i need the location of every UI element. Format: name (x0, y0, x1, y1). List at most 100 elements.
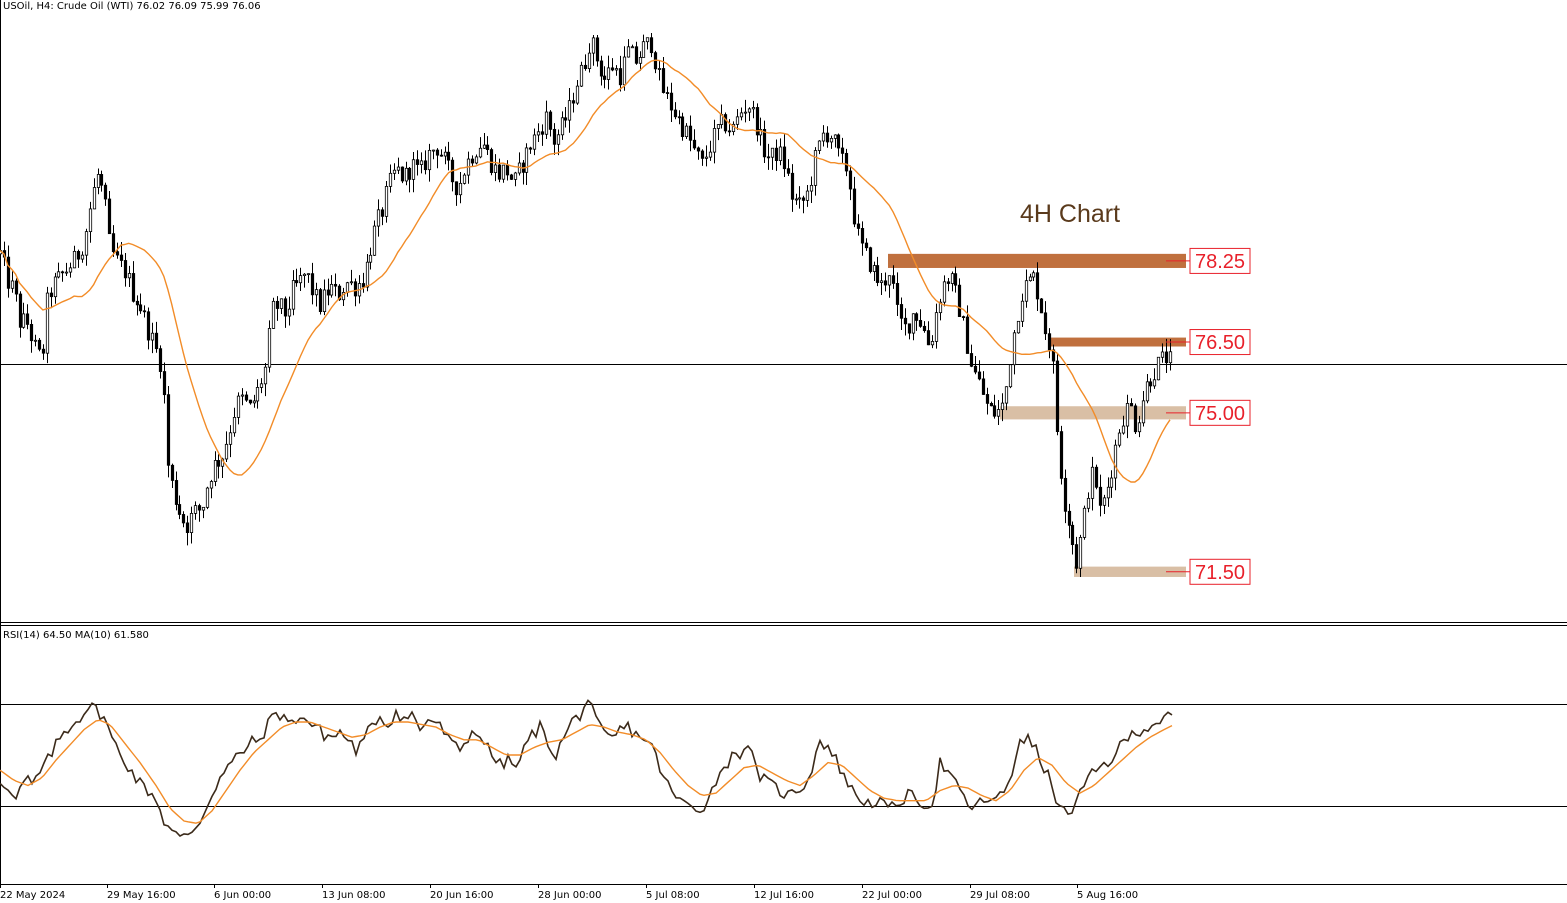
candle-body (899, 304, 904, 319)
candle-body (209, 481, 214, 489)
candle-body (131, 273, 136, 302)
candle-body (489, 149, 494, 173)
candle-body (345, 282, 350, 293)
candle-body (326, 289, 331, 296)
candle-body (29, 324, 34, 342)
candle-body (579, 64, 584, 87)
time-tick-label: 22 May 2024 (0, 890, 65, 901)
candle-body (470, 158, 475, 164)
level-labels: 78.25 76.50 75.00 71.50 (1166, 247, 1251, 585)
candle-body (64, 271, 69, 274)
candle-body (497, 164, 502, 180)
candle-body (96, 174, 101, 188)
candle-body (981, 378, 986, 395)
candle-body (762, 129, 767, 158)
candle-body (1031, 272, 1036, 278)
time-axis: 22 May 2024 29 May 16:00 6 Jun 00:00 13 Jun… (0, 884, 1138, 901)
candle-body (427, 149, 432, 171)
candle-body (1024, 280, 1029, 302)
candle-body (388, 172, 393, 187)
zone-71-50 (1074, 566, 1186, 577)
level-label-box (1189, 399, 1251, 426)
level-label: 71.50 (1195, 562, 1245, 584)
candle-body (673, 109, 678, 118)
time-tick-label: 20 Jun 16:00 (430, 890, 494, 901)
candle-body (942, 281, 947, 303)
candle-body (1094, 466, 1099, 488)
chart-annotation: 4H Chart (1020, 200, 1120, 228)
candle-body (197, 505, 202, 511)
candle-body (797, 197, 802, 200)
candle-body (969, 353, 974, 367)
candle-body (154, 332, 159, 350)
candle-body (821, 132, 826, 142)
candle-body (692, 139, 697, 149)
candle-body (431, 149, 436, 152)
candle-body (868, 247, 873, 272)
candle-body (482, 144, 487, 149)
candle-body (107, 198, 112, 235)
candle-body (638, 57, 643, 64)
candle-body (825, 132, 830, 143)
candle-body (708, 151, 713, 158)
candle-body (6, 256, 11, 289)
candle-body (201, 506, 206, 511)
candle-body (704, 156, 709, 159)
candle-body (571, 100, 576, 104)
candle-body (1016, 320, 1021, 334)
candle-body (977, 371, 982, 380)
candle-body (255, 387, 260, 402)
candle-body (411, 159, 416, 180)
candle-body (111, 233, 116, 253)
candle-body (322, 289, 327, 312)
candle-body (150, 332, 155, 341)
candle-body (552, 128, 557, 145)
candle-body (419, 160, 424, 165)
candle-body (836, 134, 841, 149)
candle-body (115, 251, 120, 256)
candle-body (996, 409, 1001, 417)
candle-body (540, 131, 545, 135)
candle-body (103, 184, 108, 200)
candle-body (875, 265, 880, 283)
candle-body (174, 480, 179, 505)
candle-body (423, 160, 428, 171)
candle-body (544, 111, 549, 135)
candle-body (337, 285, 342, 301)
candle-body (813, 150, 818, 186)
candle-body (170, 464, 175, 481)
candle-body (72, 250, 77, 269)
candle-body (872, 265, 877, 272)
rsi-level-lines (0, 704, 1567, 807)
candle-body (809, 184, 814, 192)
candle-body (14, 280, 19, 295)
candle-body (556, 134, 561, 145)
candle-body (368, 254, 373, 263)
candle-body (18, 293, 23, 328)
candle-body (786, 168, 791, 174)
candle-body (80, 254, 85, 260)
candle-body (957, 284, 962, 317)
candle-body (1078, 537, 1083, 569)
candle-body (135, 300, 140, 306)
candle-body (587, 52, 592, 69)
candle-body (384, 185, 389, 217)
candle-body (232, 417, 237, 434)
candle-body (735, 116, 740, 125)
support-resistance-zones (888, 253, 1186, 577)
candle-body (610, 67, 615, 71)
candle-body (1008, 364, 1013, 388)
candle-body (989, 402, 994, 407)
candle-body (119, 254, 124, 261)
candle-body (314, 289, 319, 296)
candle-body (911, 313, 916, 334)
zone-78-25 (888, 253, 1186, 268)
candle-body (536, 131, 541, 136)
candle-body (758, 129, 763, 136)
time-tick-label: 28 Jun 00:00 (538, 890, 602, 901)
candle-body (446, 151, 451, 161)
candle-body (84, 231, 89, 256)
candle-body (158, 348, 163, 372)
candle-body (723, 114, 728, 132)
